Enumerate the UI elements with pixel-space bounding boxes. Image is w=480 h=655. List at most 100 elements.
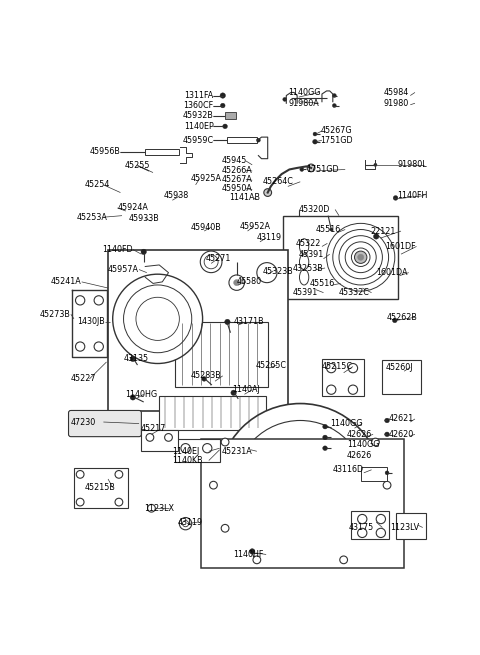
Circle shape [223,124,228,128]
Circle shape [358,529,367,538]
Text: 45267G: 45267G [321,126,352,136]
Text: 45215B: 45215B [85,483,116,492]
Circle shape [373,234,379,239]
Text: 45959C: 45959C [182,136,214,145]
Text: 45273B: 45273B [40,310,71,319]
Circle shape [147,504,156,512]
Circle shape [292,477,308,493]
Circle shape [220,103,225,108]
Text: 1751GD: 1751GD [321,136,353,145]
Text: 1140FH: 1140FH [397,191,428,200]
Text: 45231A: 45231A [221,447,252,456]
Circle shape [385,432,389,437]
Text: 1140GG: 1140GG [288,88,321,97]
Text: 91980: 91980 [384,99,409,107]
Text: 43119: 43119 [257,233,282,242]
Circle shape [393,196,398,200]
Circle shape [136,297,180,341]
Text: 45516: 45516 [310,279,335,288]
Text: 1140HF: 1140HF [234,550,264,559]
Circle shape [358,514,367,523]
Circle shape [94,342,103,351]
Text: 45241A: 45241A [51,277,82,286]
Circle shape [76,470,84,478]
Text: 45940B: 45940B [190,223,221,232]
Text: 46580: 46580 [237,277,262,286]
Bar [228,137,257,143]
Circle shape [113,274,203,364]
Text: 45322: 45322 [296,239,321,248]
Circle shape [333,94,336,98]
Circle shape [323,424,327,429]
Text: 45984: 45984 [384,88,409,97]
Bar [201,439,404,569]
Text: 1140KB: 1140KB [172,456,203,465]
Bar [383,360,421,394]
Circle shape [326,364,336,373]
Circle shape [385,418,389,422]
Circle shape [333,103,336,107]
Text: 45924A: 45924A [117,204,148,212]
Text: 1123LX: 1123LX [144,504,174,513]
Text: 45215C: 45215C [322,362,353,371]
Text: 43135: 43135 [123,354,149,363]
Circle shape [257,263,277,283]
Text: 45332C: 45332C [339,288,370,297]
Text: 45957A: 45957A [108,265,139,274]
Text: 45266A: 45266A [221,166,252,175]
Text: 45260J: 45260J [385,363,413,372]
Circle shape [123,285,192,353]
Text: 1140AJ: 1140AJ [232,385,260,394]
Circle shape [340,556,348,564]
Text: 45320D: 45320D [299,205,330,214]
Circle shape [229,275,244,290]
Bar [322,359,364,396]
Text: 91980L: 91980L [397,160,427,170]
Circle shape [250,549,255,554]
Text: 43119: 43119 [178,517,203,527]
Circle shape [280,465,321,505]
Ellipse shape [300,239,309,254]
Circle shape [94,296,103,305]
Circle shape [235,421,365,550]
Text: 42620: 42620 [389,430,414,439]
Circle shape [264,189,272,196]
Circle shape [180,517,192,530]
Circle shape [231,390,236,396]
Text: 43171B: 43171B [234,318,264,326]
Text: 42621: 42621 [389,415,414,423]
Circle shape [253,556,261,564]
Circle shape [358,254,364,260]
Circle shape [115,498,123,506]
Circle shape [210,481,217,489]
Text: 43175: 43175 [348,523,373,532]
Circle shape [220,93,226,98]
Text: 1140EJ: 1140EJ [172,447,200,456]
Bar [225,113,236,119]
Text: 45217: 45217 [141,424,166,434]
Circle shape [345,242,376,272]
Text: 1751GD: 1751GD [306,165,339,174]
Text: 45956B: 45956B [90,147,120,157]
Text: 22121: 22121 [370,227,396,236]
Bar [159,396,266,430]
Bar [74,468,128,508]
Circle shape [330,228,333,231]
Text: 45265C: 45265C [255,360,286,369]
Bar [108,250,288,411]
Text: 45933B: 45933B [128,214,159,223]
Circle shape [348,385,358,394]
Circle shape [348,364,358,373]
Text: 45253A: 45253A [77,213,108,221]
Text: 1140GG: 1140GG [347,440,379,449]
Circle shape [149,506,154,510]
Text: 1601DF: 1601DF [385,242,416,251]
Bar [360,466,387,481]
Circle shape [225,319,230,325]
Text: 1601DA: 1601DA [376,268,408,277]
Text: 1140HG: 1140HG [125,390,157,399]
Circle shape [313,132,317,136]
Circle shape [374,163,377,166]
Circle shape [326,223,395,291]
Circle shape [146,434,154,441]
